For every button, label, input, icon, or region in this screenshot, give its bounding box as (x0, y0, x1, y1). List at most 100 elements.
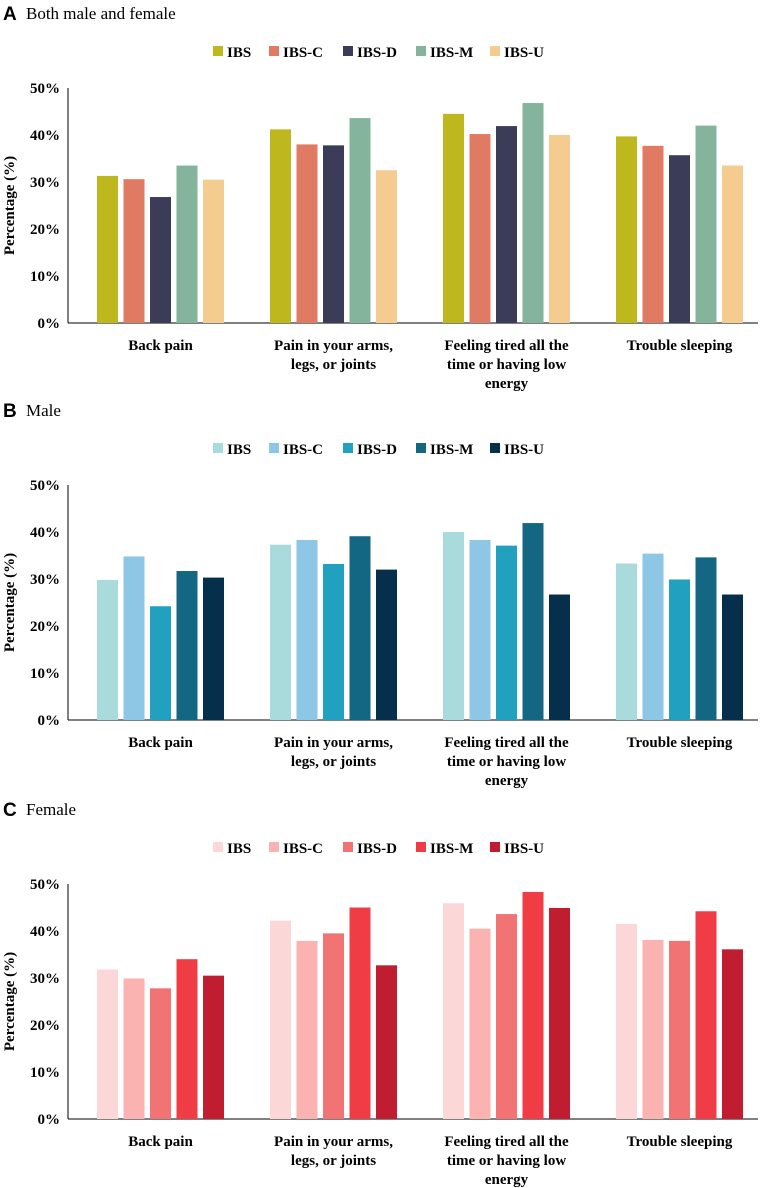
bar (376, 569, 397, 720)
bar (616, 563, 637, 720)
bar (150, 606, 171, 720)
bar (150, 988, 171, 1119)
bar (176, 571, 198, 720)
x-tick-label: legs, or joints (291, 754, 376, 770)
legend-label: IBS-M (430, 45, 473, 61)
y-tick-label: 0% (38, 316, 61, 332)
chart-panel-c: C Female IBS IBS-C IBS-D IBS-M IBS-U Percentage… (2, 800, 758, 1188)
bar (203, 975, 224, 1119)
x-tick-label: Feeling tired all the (444, 1134, 569, 1150)
legend-label: IBS-U (504, 45, 544, 61)
x-tick-label: time or having low (447, 1153, 566, 1169)
bar (97, 579, 118, 720)
bar (349, 118, 371, 323)
bar (150, 197, 171, 323)
x-tick-label: energy (485, 773, 529, 789)
bar (203, 577, 224, 720)
bar (349, 907, 371, 1119)
panel-title: Both male and female (26, 4, 176, 23)
bar (669, 579, 690, 720)
bar (97, 175, 118, 323)
bar (722, 165, 743, 323)
x-tick-label: Pain in your arms, (274, 1134, 393, 1150)
x-tick-label: Trouble sleeping (627, 1134, 733, 1150)
bar (270, 920, 291, 1119)
bar (616, 136, 637, 323)
legend-label: IBS-D (357, 45, 397, 61)
bar (496, 126, 517, 323)
bar (123, 978, 145, 1119)
legend-swatch (269, 443, 279, 453)
bar (549, 135, 570, 323)
bar (695, 557, 717, 720)
x-tick-label: legs, or joints (291, 357, 376, 373)
x-tick-label: Pain in your arms, (274, 735, 393, 751)
y-tick-label: 40% (30, 924, 60, 940)
legend-swatch (269, 46, 279, 56)
legend-label: IBS (227, 45, 251, 61)
bar (176, 165, 198, 323)
x-tick-label: time or having low (447, 754, 566, 770)
chart-panel-a: A Both male and female IBS IBS-C IBS-D IBS-M I… (2, 4, 758, 392)
legend-swatch (490, 443, 500, 453)
y-tick-label: 10% (30, 666, 60, 682)
legend-label: IBS (227, 442, 251, 458)
x-tick-label: Back pain (128, 338, 193, 354)
x-tick-label: Feeling tired all the (444, 338, 569, 354)
y-tick-label: 50% (30, 81, 60, 97)
y-axis-label: Percentage (%) (2, 156, 18, 255)
panel-letter: A (3, 4, 17, 25)
panel-letter: B (3, 401, 17, 422)
y-tick-label: 0% (38, 713, 61, 729)
bar (376, 170, 397, 323)
panel-title: Male (26, 401, 61, 420)
legend-swatch (490, 46, 500, 56)
legend-swatch (213, 46, 223, 56)
bar (522, 891, 544, 1119)
bar (469, 539, 491, 720)
bar (123, 179, 145, 323)
legend-label: IBS-U (504, 442, 544, 458)
y-tick-label: 40% (30, 525, 60, 541)
bar (469, 134, 491, 323)
legend-swatch (343, 46, 353, 56)
bar (443, 532, 464, 720)
legend-label: IBS (227, 841, 251, 857)
y-axis-label: Percentage (%) (2, 952, 18, 1051)
x-tick-label: Trouble sleeping (627, 735, 733, 751)
bar (522, 523, 544, 720)
bar (443, 113, 464, 323)
legend-label: IBS-D (357, 442, 397, 458)
bar (296, 940, 318, 1119)
x-tick-label: Feeling tired all the (444, 735, 569, 751)
bar (323, 933, 344, 1119)
bar (722, 594, 743, 720)
y-tick-label: 20% (30, 1018, 60, 1034)
legend-label: IBS-U (504, 841, 544, 857)
bar (642, 145, 664, 323)
legend-label: IBS-C (283, 442, 323, 458)
y-tick-label: 40% (30, 128, 60, 144)
bar (669, 940, 690, 1119)
bar (642, 939, 664, 1119)
y-tick-label: 0% (38, 1112, 61, 1128)
legend-swatch (213, 443, 223, 453)
bar (642, 553, 664, 720)
legend-swatch (416, 842, 426, 852)
bar (323, 145, 344, 323)
x-tick-label: Back pain (128, 1134, 193, 1150)
legend-label: IBS-C (283, 45, 323, 61)
bar (669, 155, 690, 323)
bar (496, 545, 517, 720)
x-tick-label: Trouble sleeping (627, 338, 733, 354)
bar (97, 969, 118, 1119)
bar (270, 129, 291, 323)
y-tick-label: 10% (30, 1065, 60, 1081)
bar (522, 103, 544, 323)
x-tick-label: energy (485, 376, 529, 392)
bar (270, 544, 291, 720)
bar (469, 928, 491, 1119)
legend-swatch (416, 46, 426, 56)
bar (323, 563, 344, 720)
